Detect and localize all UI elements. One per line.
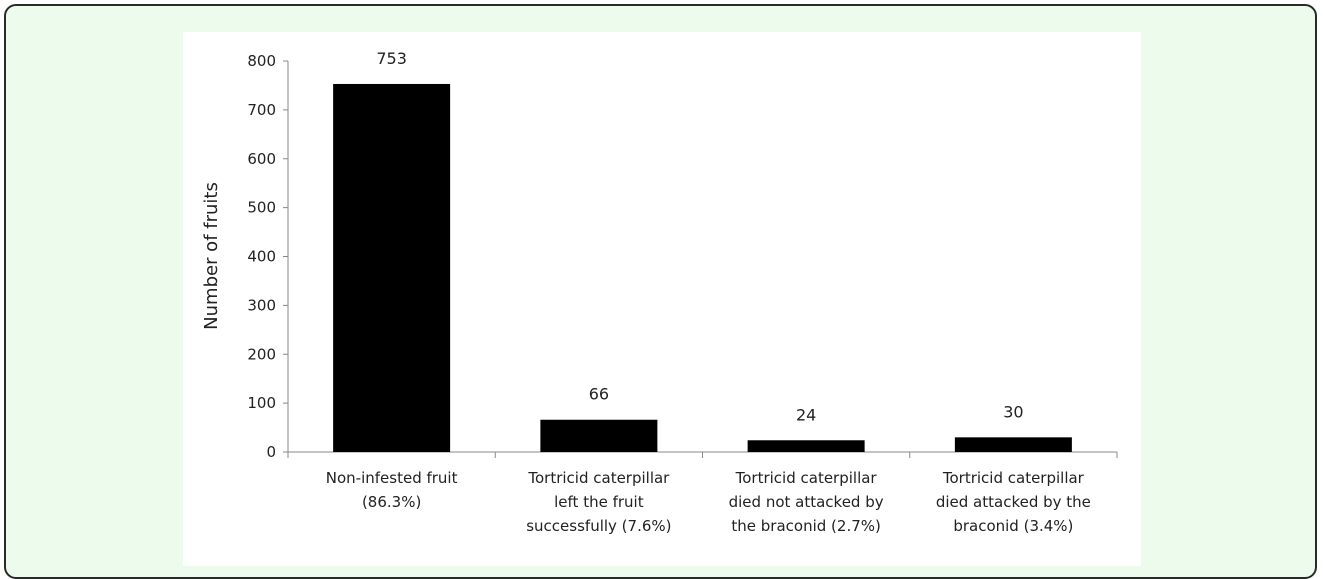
y-tick-label: 700	[247, 101, 276, 119]
x-axis: Non-infested fruit (86.3%) Tortricid cater…	[287, 451, 1118, 535]
bar	[333, 83, 451, 452]
bar	[954, 437, 1072, 452]
data-label: 30	[1003, 402, 1023, 421]
y-tick-label: 200	[247, 345, 276, 363]
y-tick-label: 100	[247, 394, 276, 412]
bar	[540, 419, 658, 452]
x-tick-label: Tortricid caterpillar died attacked by th…	[936, 469, 1091, 535]
y-tick-label: 500	[247, 199, 276, 217]
y-tick-label: 300	[247, 296, 276, 314]
bars	[333, 83, 1072, 452]
y-axis-title: Number of fruits	[201, 182, 222, 330]
x-tick-label: Tortricid caterpillar died not attacked b…	[729, 469, 884, 535]
y-tick-label: 400	[247, 248, 276, 266]
data-label: 66	[589, 385, 609, 404]
bar-chart: 0 100 200 300 400 500 600 700 800 Non-infested f…	[201, 49, 1118, 535]
bar	[747, 440, 865, 452]
data-label: 753	[376, 49, 407, 68]
y-tick-label: 600	[247, 150, 276, 168]
data-labels: 753 66 24 30	[376, 49, 1023, 424]
data-label: 24	[796, 405, 816, 424]
y-tick-label: 800	[247, 52, 276, 70]
x-tick-label: Tortricid caterpillar left the fruit succe…	[526, 469, 671, 535]
y-tick-label: 0	[266, 443, 276, 461]
x-tick-label: Non-infested fruit (86.3%)	[326, 469, 458, 511]
y-axis: 0 100 200 300 400 500 600 700 800	[247, 52, 289, 461]
